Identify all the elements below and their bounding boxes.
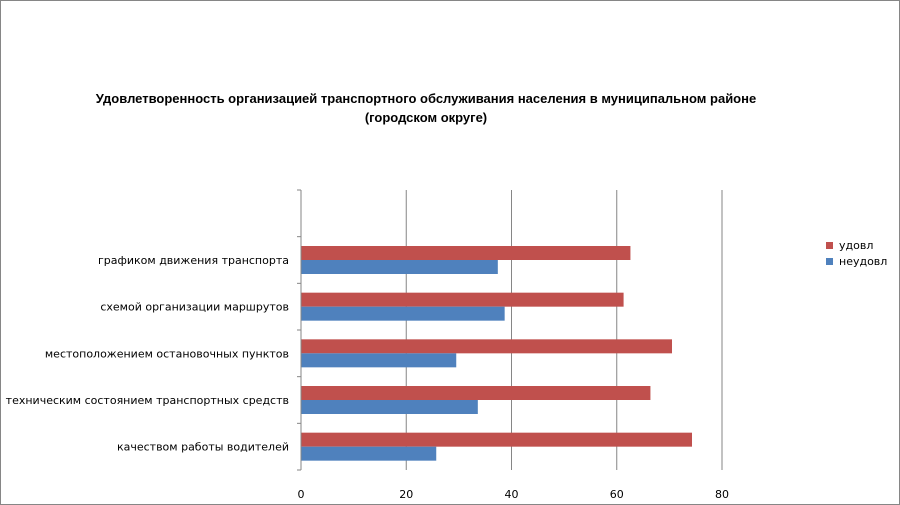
category-label: качеством работы водителей (117, 441, 289, 454)
category-label: местоположением остановочных пунктов (45, 347, 289, 360)
x-tick-label: 20 (399, 488, 413, 501)
legend-swatch-1 (826, 258, 833, 265)
axes (297, 189, 302, 471)
chart-title-line-1: Удовлетворенность организацией транспорт… (95, 91, 757, 106)
chart-title: Удовлетворенность организацией транспорт… (61, 89, 791, 127)
bars (301, 246, 693, 461)
category-label: схемой организации маршрутов (100, 301, 289, 314)
bar-neudovl-0 (301, 446, 437, 461)
bar-udovl-2 (301, 339, 673, 354)
legend-swatch-0 (826, 242, 833, 249)
bar-neudovl-1 (301, 400, 478, 414)
bar-udovl-4 (301, 246, 631, 260)
grid-lines (405, 190, 723, 470)
bar-neudovl-3 (301, 306, 505, 321)
legend-label-0: удовл (839, 239, 873, 252)
bar-udovl-0 (301, 432, 693, 447)
legend-label-1: неудовл (839, 255, 887, 268)
category-label: графиком движения транспорта (98, 254, 289, 267)
x-tick-label: 80 (715, 488, 729, 501)
x-tick-label: 40 (505, 488, 519, 501)
bar-udovl-3 (301, 292, 624, 307)
bar-udovl-1 (301, 386, 651, 400)
bar-neudovl-2 (301, 353, 457, 368)
labels: 0 20 40 60 80 качеством работы водителей техни… (6, 254, 729, 501)
chart-title-line-2: (городском округе) (364, 110, 488, 125)
legend: удовл неудовл (826, 239, 887, 268)
category-label: техническим состоянием транспортных сред… (6, 394, 289, 407)
bar-neudovl-4 (301, 260, 498, 274)
x-tick-label: 0 (298, 488, 305, 501)
x-tick-label: 60 (610, 488, 624, 501)
